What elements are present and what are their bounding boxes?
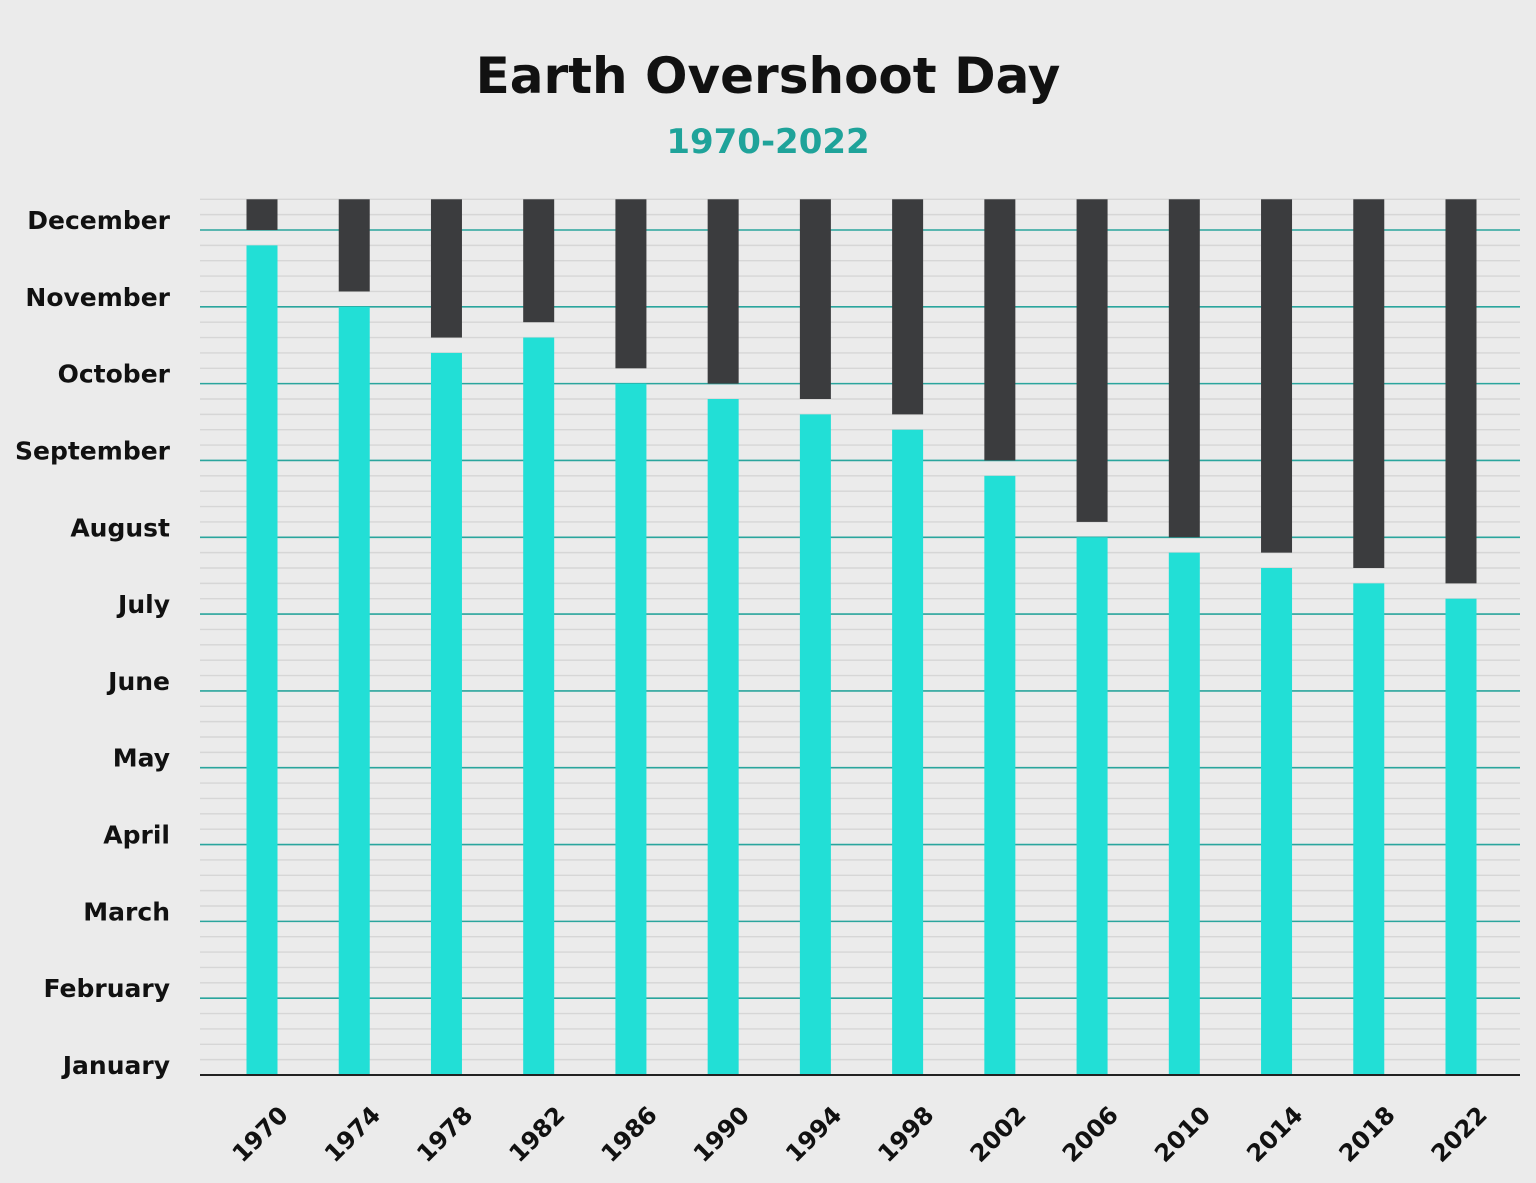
bar-remaining-2006 [1076, 199, 1108, 522]
bar-overshoot-1970 [246, 245, 278, 1075]
bar-overshoot-1986 [615, 383, 647, 1075]
bar-overshoot-1990 [707, 399, 739, 1075]
y-tick-label: November [25, 283, 170, 312]
bar-remaining-2014 [1261, 199, 1293, 553]
y-tick-label: January [61, 1051, 170, 1080]
y-tick-label: February [43, 974, 170, 1003]
y-tick-label: June [106, 667, 170, 696]
y-tick-label: April [103, 821, 170, 850]
bar-overshoot-2022 [1445, 598, 1477, 1075]
bar-remaining-1990 [707, 199, 739, 384]
bar-remaining-1986 [615, 199, 647, 369]
x-tick-label: 1974 [319, 1101, 386, 1168]
bar-remaining-1970 [246, 199, 278, 230]
x-axis-labels: 1970 1974 1978 1982 1986 1990 1994 1998 2002 2006… [227, 1101, 1493, 1168]
y-tick-label: August [70, 513, 170, 542]
x-tick-label: 2002 [965, 1101, 1032, 1168]
bar-remaining-2002 [984, 199, 1016, 461]
y-tick-label: September [15, 436, 171, 465]
chart-subtitle: 1970-2022 [666, 122, 869, 162]
y-tick-label: December [27, 206, 170, 235]
bar-overshoot-2018 [1353, 583, 1385, 1075]
x-tick-label: 1990 [688, 1101, 755, 1168]
bar-overshoot-1974 [338, 306, 370, 1075]
bar-remaining-1978 [430, 199, 462, 338]
x-tick-label: 2018 [1334, 1101, 1401, 1168]
bar-remaining-1982 [523, 199, 555, 323]
bar-remaining-1998 [892, 199, 924, 415]
x-tick-label: 1978 [411, 1101, 478, 1168]
x-tick-label: 1986 [596, 1101, 663, 1168]
x-tick-label: 2006 [1057, 1101, 1124, 1168]
x-tick-label: 1998 [872, 1101, 939, 1168]
bar-remaining-2010 [1168, 199, 1200, 538]
bar-overshoot-2010 [1168, 552, 1200, 1075]
x-tick-label: 2010 [1149, 1101, 1216, 1168]
bar-remaining-1974 [338, 199, 370, 292]
y-tick-label: March [83, 897, 170, 926]
x-tick-label: 1994 [780, 1101, 847, 1168]
x-tick-label: 1970 [227, 1101, 294, 1168]
y-tick-label: May [113, 744, 170, 773]
bars [246, 199, 1477, 1076]
bar-overshoot-2006 [1076, 537, 1108, 1075]
x-tick-label: 2014 [1241, 1101, 1308, 1168]
bar-overshoot-1978 [430, 352, 462, 1076]
bar-overshoot-1982 [523, 337, 555, 1076]
bar-remaining-2022 [1445, 199, 1477, 584]
gridlines [200, 198, 1520, 1061]
bar-overshoot-2014 [1261, 568, 1293, 1075]
bar-overshoot-1994 [799, 414, 831, 1075]
bar-remaining-1994 [799, 199, 831, 399]
y-tick-label: July [116, 590, 170, 619]
bar-remaining-2018 [1353, 199, 1385, 569]
y-tick-label: October [58, 360, 171, 389]
x-tick-label: 1982 [504, 1101, 571, 1168]
y-axis-labels: January February March April May June July Augu… [15, 206, 171, 1080]
x-tick-label: 2022 [1426, 1101, 1493, 1168]
chart-title: Earth Overshoot Day [476, 47, 1061, 105]
bar-overshoot-2002 [984, 475, 1016, 1075]
bar-overshoot-1998 [892, 429, 924, 1075]
